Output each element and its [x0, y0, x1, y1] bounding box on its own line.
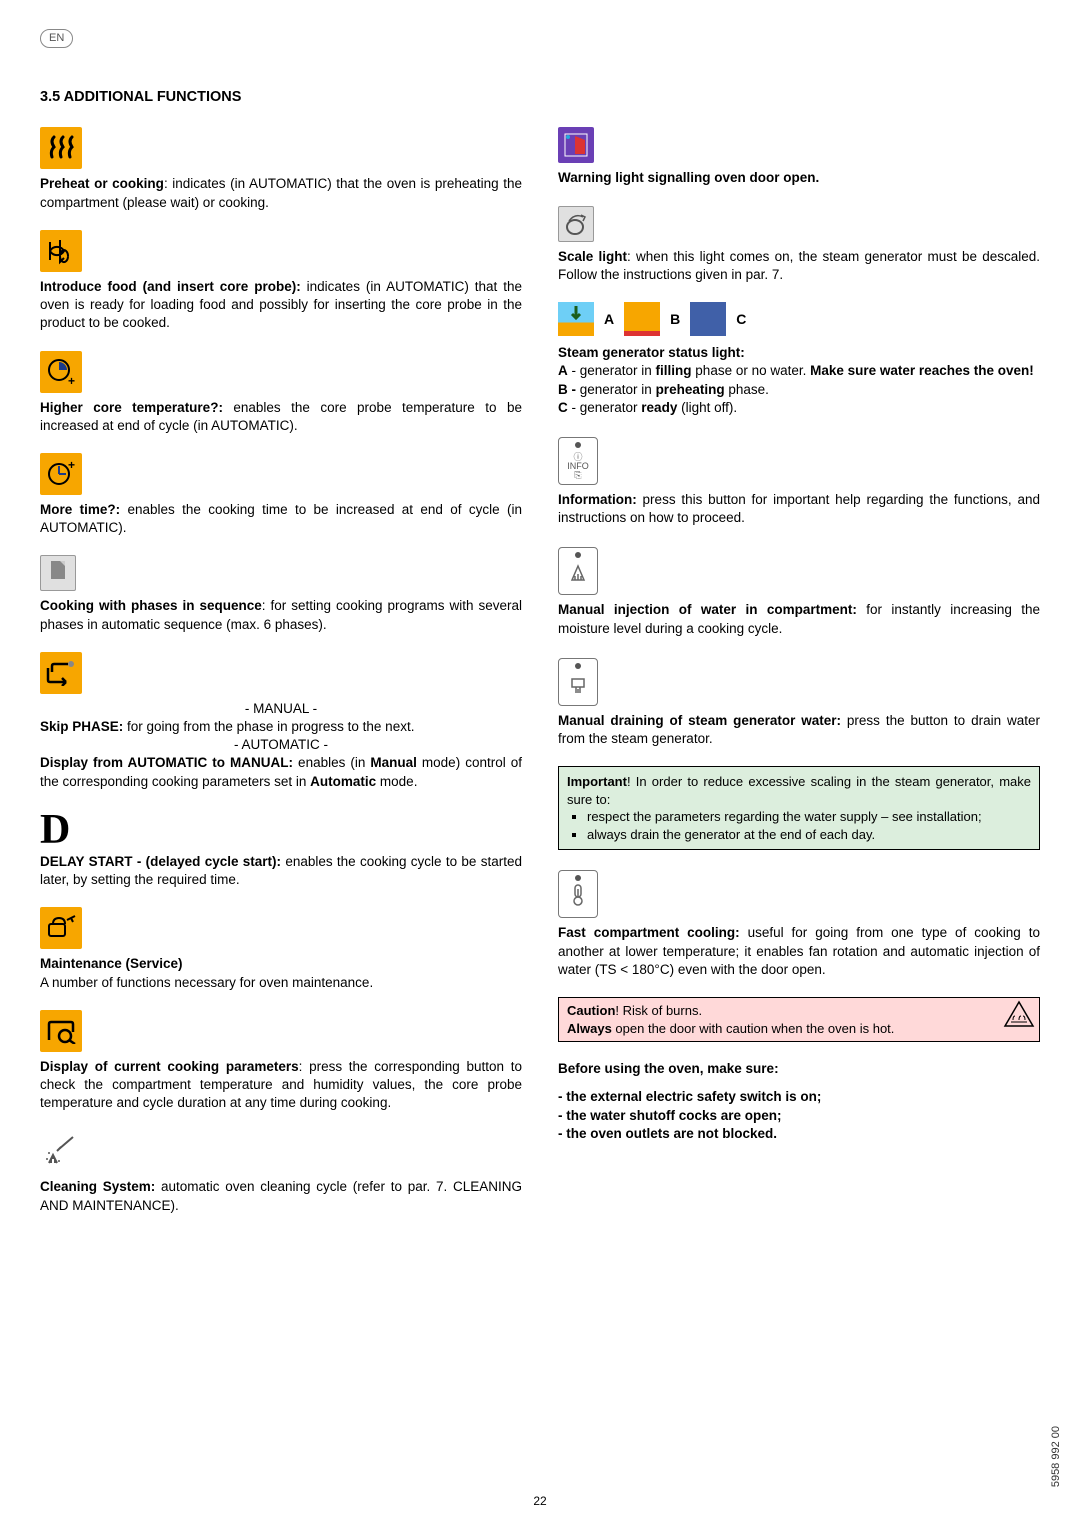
cleaning-text: Cleaning System: automatic oven cleaning… [40, 1178, 522, 1214]
automatic-header: - AUTOMATIC - [40, 736, 522, 754]
inject-text: Manual injection of water in compartment… [558, 601, 1040, 637]
status-a-icon [558, 302, 594, 336]
status-a-label: A [604, 310, 614, 329]
status-b-label: B [670, 310, 680, 329]
content-columns: Preheat or cooking: indicates (in AUTOMA… [40, 127, 1040, 1232]
cooling-text: Fast compartment cooling: useful for goi… [558, 924, 1040, 979]
section-heading: 3.5 ADDITIONAL FUNCTIONS [40, 88, 1040, 108]
display-params-icon [40, 1010, 82, 1052]
scale-icon [558, 206, 594, 242]
caution-line2: Always open the door with caution when t… [567, 1021, 894, 1036]
maintenance-lead: Maintenance (Service) [40, 955, 522, 973]
status-a-text: A - generator in filling phase or no wat… [558, 362, 1040, 380]
door-open-text: Warning light signalling oven door open. [558, 169, 1040, 187]
note-li2: always drain the generator at the end of… [587, 826, 1031, 844]
info-item: ⓘINFO⎘ Information: press this button fo… [558, 435, 1040, 527]
maintenance-icon [40, 907, 82, 949]
inject-item: Manual injection of water in compartment… [558, 545, 1040, 637]
drain-icon [567, 675, 589, 701]
page: EN 3.5 ADDITIONAL FUNCTIONS Preheat or c… [0, 0, 1080, 1527]
more-time-icon: + [40, 453, 82, 495]
before-heading: Before using the oven, make sure: [558, 1060, 1040, 1078]
note-lead: Important! In order to reduce excessive … [567, 774, 1031, 807]
document-id: 5958 992 00 [1049, 1426, 1064, 1487]
maintenance-item: Maintenance (Service) A number of functi… [40, 907, 522, 991]
drain-item: Manual draining of steam generator water… [558, 656, 1040, 748]
skip-text2: Display from AUTOMATIC to MANUAL: enable… [40, 754, 522, 790]
cleaning-icon [40, 1130, 82, 1172]
preheat-text: Preheat or cooking: indicates (in AUTOMA… [40, 175, 522, 211]
note-li1: respect the parameters regarding the wat… [587, 808, 1031, 826]
door-open-item: Warning light signalling oven door open. [558, 127, 1040, 187]
language-badge: EN [40, 29, 73, 48]
highercore-text: Higher core temperature?: enables the co… [40, 399, 522, 435]
delay-item: D DELAY START - (delayed cycle start): e… [40, 809, 522, 889]
status-c-text: C - generator ready (light off). [558, 399, 1040, 417]
higher-core-icon: + [40, 351, 82, 393]
moretime-item: + More time?: enables the cooking time t… [40, 453, 522, 537]
display-params-item: Display of current cooking parameters: p… [40, 1010, 522, 1113]
skip-phase-icon [40, 652, 82, 694]
caution-line1: Caution! Risk of burns. [567, 1003, 702, 1018]
right-column: Warning light signalling oven door open.… [558, 127, 1040, 1232]
status-b-icon [624, 302, 660, 336]
important-note: Important! In order to reduce excessive … [558, 766, 1040, 850]
preheat-icon [40, 127, 82, 169]
manual-header: - MANUAL - [40, 700, 522, 718]
status-row: A B C [558, 302, 1040, 336]
before-li2: - the water shutoff cocks are open; [558, 1107, 1040, 1125]
cleaning-item: Cleaning System: automatic oven cleaning… [40, 1130, 522, 1214]
display-params-text: Display of current cooking parameters: p… [40, 1058, 522, 1113]
phases-text: Cooking with phases in sequence: for set… [40, 597, 522, 633]
drain-button-icon [558, 658, 598, 706]
status-b-text: B - generator in preheating phase. [558, 381, 1040, 399]
inject-button-icon [558, 547, 598, 595]
page-number: 22 [533, 1493, 546, 1509]
cooling-button-icon [558, 870, 598, 918]
left-column: Preheat or cooking: indicates (in AUTOMA… [40, 127, 522, 1232]
moretime-text: More time?: enables the cooking time to … [40, 501, 522, 537]
door-open-icon [558, 127, 594, 163]
before-li1: - the external electric safety switch is… [558, 1088, 1040, 1106]
before-use-item: Before using the oven, make sure: - the … [558, 1060, 1040, 1143]
introduce-item: Introduce food (and insert core probe): … [40, 230, 522, 333]
status-c-label: C [736, 310, 746, 329]
skip-item: - MANUAL - Skip PHASE: for going from th… [40, 652, 522, 791]
status-heading: Steam generator status light: [558, 344, 1040, 362]
status-c-icon [690, 302, 726, 336]
info-button-icon: ⓘINFO⎘ [558, 437, 598, 485]
introduce-food-icon [40, 230, 82, 272]
highercore-item: + Higher core temperature?: enables the … [40, 351, 522, 435]
delay-d-icon: D [40, 809, 522, 851]
status-item: A B C Steam generator status light: A - … [558, 302, 1040, 417]
caution-note: Caution! Risk of burns. Always open the … [558, 997, 1040, 1042]
info-label: ⓘINFO⎘ [567, 453, 589, 480]
warning-triangle-icon [1003, 1000, 1035, 1028]
phases-item: Cooking with phases in sequence: for set… [40, 555, 522, 633]
introduce-text: Introduce food (and insert core probe): … [40, 278, 522, 333]
preheat-item: Preheat or cooking: indicates (in AUTOMA… [40, 127, 522, 211]
inject-icon [567, 564, 589, 590]
before-li3: - the oven outlets are not blocked. [558, 1125, 1040, 1143]
skip-text1: Skip PHASE: for going from the phase in … [40, 718, 522, 736]
svg-text:+: + [68, 374, 75, 387]
info-text: Information: press this button for impor… [558, 491, 1040, 527]
scale-text: Scale light: when this light comes on, t… [558, 248, 1040, 284]
svg-text:+: + [68, 459, 75, 472]
delay-text: DELAY START - (delayed cycle start): ena… [40, 853, 522, 889]
drain-text: Manual draining of steam generator water… [558, 712, 1040, 748]
maintenance-body: A number of functions necessary for oven… [40, 974, 522, 992]
scale-item: Scale light: when this light comes on, t… [558, 206, 1040, 284]
cooling-item: Fast compartment cooling: useful for goi… [558, 868, 1040, 979]
phases-icon [40, 555, 76, 591]
cooling-icon [568, 883, 588, 913]
